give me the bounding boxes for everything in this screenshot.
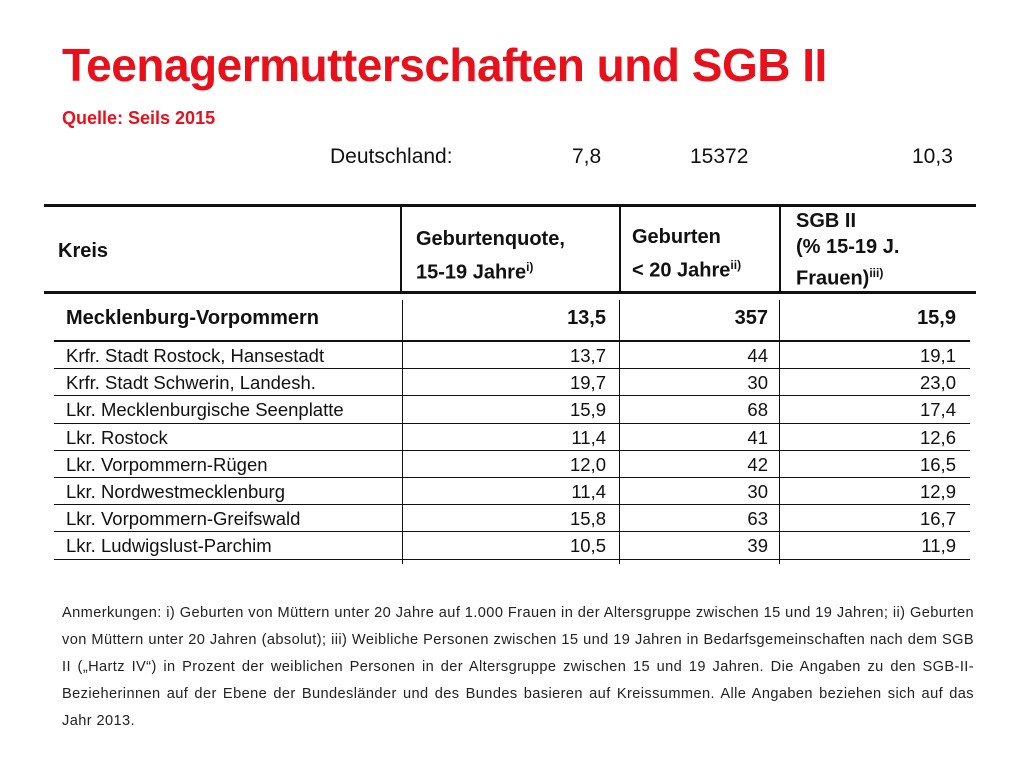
district-sgb: 11,9 — [921, 535, 956, 557]
state-sgb: 15,9 — [917, 307, 956, 329]
district-births: 41 — [747, 426, 768, 448]
footnotes: Anmerkungen: i) Geburten von Müttern unt… — [62, 605, 974, 729]
district-birth-rate: 10,5 — [569, 535, 606, 557]
column-divider — [619, 300, 620, 564]
header-births-line2: < 20 Jahreii) — [632, 254, 741, 282]
column-divider — [619, 204, 621, 294]
footnote-mark: i) — [526, 260, 534, 274]
district-sgb: 17,4 — [919, 399, 956, 421]
row-rule — [54, 395, 970, 397]
district-name: Krfr. Stadt Schwerin, Landesh. — [66, 372, 316, 394]
slide-title: Teenagermutterschaften und SGB II — [62, 39, 827, 91]
column-divider — [779, 204, 781, 294]
state-name: Mecklenburg-Vorpommern — [66, 307, 319, 329]
row-rule — [54, 504, 970, 506]
header-kreis-label: Kreis — [58, 240, 109, 262]
district-name: Lkr. Ludwigslust-Parchim — [66, 535, 272, 557]
district-name: Lkr. Rostock — [66, 426, 168, 448]
summary-sgb-share: 10,3 — [912, 145, 953, 168]
district-birth-rate: 11,4 — [571, 426, 606, 448]
header-sgb: SGB II (% 15-19 J. Frauen)iii) — [796, 210, 899, 290]
district-birth-rate: 11,4 — [571, 481, 606, 502]
state-birth-rate: 13,5 — [567, 307, 606, 329]
district-birth-rate: 13,7 — [569, 345, 606, 366]
district-birth-rate: 15,8 — [569, 508, 606, 530]
district-name: Krfr. Stadt Rostock, Hansestadt — [66, 345, 325, 366]
header-sgb-line3: Frauen)iii) — [796, 262, 899, 290]
row-rule — [54, 531, 970, 533]
table-top-rule — [44, 204, 976, 207]
district-births: 68 — [747, 399, 768, 421]
header-births: Geburten < 20 Jahreii) — [632, 226, 741, 282]
district-name: Lkr. Nordwestmecklenburg — [66, 481, 286, 502]
summary-birth-rate: 7,8 — [572, 145, 602, 168]
district-births: 42 — [747, 453, 768, 475]
row-rule — [54, 558, 970, 560]
district-birth-rate: 15,9 — [569, 399, 606, 421]
header-sgb-label: Frauen) — [796, 267, 870, 290]
district-sgb: 16,5 — [919, 453, 956, 475]
header-births-line1: Geburten — [632, 226, 721, 248]
header-birth-rate-label: 15-19 Jahre — [416, 261, 527, 284]
row-rule — [54, 368, 970, 370]
district-sgb: 12,6 — [919, 426, 956, 448]
state-row-rule — [54, 340, 970, 342]
footnote-mark: ii) — [730, 258, 742, 272]
district-birth-rate: 19,7 — [569, 372, 606, 394]
column-divider — [400, 204, 402, 294]
district-births: 44 — [747, 345, 768, 366]
district-name: Lkr. Vorpommern-Rügen — [66, 453, 268, 475]
district-name: Lkr. Vorpommern-Greifswald — [66, 508, 301, 530]
district-table: Kreis Geburtenquote, 15-19 Jahrei) Gebur… — [44, 204, 976, 564]
district-births: 30 — [747, 372, 768, 394]
footnote-mark: iii) — [869, 266, 884, 280]
header-sgb-line2: (% 15-19 J. — [796, 236, 900, 258]
district-births: 30 — [747, 481, 768, 502]
row-rule — [54, 477, 970, 478]
column-divider — [402, 300, 403, 564]
district-sgb: 16,7 — [919, 508, 956, 530]
state-births: 357 — [734, 307, 768, 329]
header-kreis: Kreis — [58, 240, 108, 262]
header-birth-rate-line1: Geburtenquote, — [416, 228, 565, 250]
district-birth-rate: 12,0 — [569, 453, 606, 475]
header-sgb-line1: SGB II — [796, 210, 857, 232]
district-sgb: 23,0 — [919, 372, 956, 394]
district-births: 39 — [747, 535, 768, 557]
column-divider — [779, 300, 780, 564]
summary-label: Deutschland: — [330, 145, 453, 168]
district-sgb: 12,9 — [919, 481, 956, 502]
district-births: 63 — [747, 508, 768, 530]
summary-births: 15372 — [690, 145, 749, 168]
header-births-label: < 20 Jahre — [632, 259, 731, 282]
header-birth-rate-line2: 15-19 Jahrei) — [416, 256, 565, 284]
row-rule — [54, 449, 970, 451]
header-birth-rate: Geburtenquote, 15-19 Jahrei) — [416, 228, 565, 284]
source-line: Quelle: Seils 2015 — [62, 108, 216, 128]
district-sgb: 19,1 — [919, 345, 956, 366]
district-name: Lkr. Mecklenburgische Seenplatte — [66, 399, 344, 421]
row-rule — [54, 422, 970, 424]
header-bottom-rule — [44, 291, 976, 294]
